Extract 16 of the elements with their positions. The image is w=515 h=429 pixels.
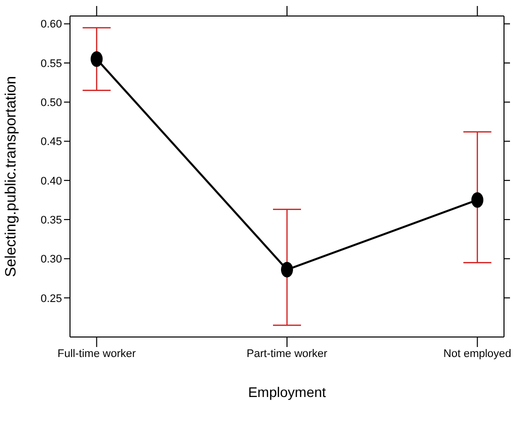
x-tick-label: Part-time worker [246, 348, 328, 360]
x-tick-label: Not employed [443, 348, 512, 360]
y-tick-label: 0.50 [40, 97, 62, 110]
y-axis-title: Selecting.public.transportation [2, 76, 20, 277]
y-tick-label: 0.55 [40, 58, 62, 70]
y-tick-label: 0.40 [40, 175, 62, 188]
y-tick-label: 0.60 [40, 18, 62, 31]
y-tick-label: 0.30 [40, 254, 62, 266]
point [281, 262, 293, 278]
x-axis-title: Employment [248, 384, 326, 400]
y-tick-label: 0.25 [40, 292, 62, 305]
y-tick-label: 0.35 [40, 214, 62, 226]
point [90, 51, 103, 67]
y-tick-label: 0.45 [40, 136, 62, 148]
x-tick-label: Full-time worker [58, 348, 136, 360]
point [471, 192, 484, 208]
